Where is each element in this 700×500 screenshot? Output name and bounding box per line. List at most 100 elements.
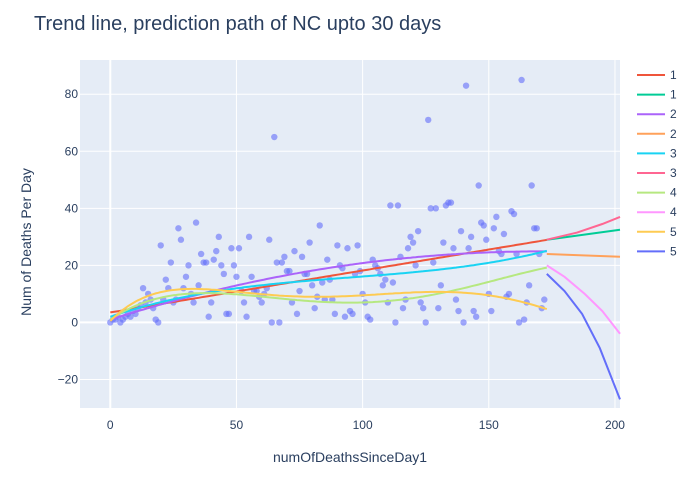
data-point (515, 319, 523, 326)
legend-label: 4 (670, 186, 677, 200)
data-point (157, 242, 164, 249)
data-point (202, 259, 210, 266)
data-point (127, 313, 134, 320)
data-point (389, 279, 397, 286)
data-point (430, 259, 437, 266)
data-point (213, 247, 220, 255)
data-point (460, 319, 467, 326)
data-point (273, 259, 281, 266)
data-point (427, 205, 434, 212)
y-tick-label: −20 (58, 372, 79, 386)
x-tick-label: 100 (353, 418, 373, 432)
y-tick-label: 20 (65, 258, 79, 272)
tick-labels: 0 50 100 150 200 −20 0 20 40 60 80 (58, 87, 626, 432)
legend-item[interactable]: 4 (637, 205, 677, 219)
data-point (392, 319, 399, 326)
data-point (525, 282, 533, 289)
data-point (220, 270, 228, 278)
data-point (233, 273, 240, 280)
legend-item[interactable]: 3 (637, 166, 677, 180)
data-point (235, 245, 243, 252)
data-point (379, 282, 387, 289)
x-tick-label: 150 (479, 418, 499, 432)
data-point (432, 205, 439, 212)
data-point (455, 307, 462, 315)
data-point (450, 245, 457, 252)
data-point (470, 307, 477, 315)
y-tick-label: 40 (65, 201, 79, 215)
legend-item[interactable]: 1 (637, 68, 677, 82)
legend-label: 3 (670, 166, 677, 180)
data-point (422, 319, 429, 326)
data-point (354, 242, 361, 249)
data-point (190, 299, 197, 306)
data-point (215, 233, 222, 241)
trend-line-4-fit (109, 266, 547, 321)
data-point (197, 250, 205, 258)
legend-item[interactable]: 5 (637, 225, 677, 239)
data-point (488, 307, 495, 315)
legend-item[interactable]: 2 (637, 127, 677, 141)
data-point (162, 276, 169, 283)
trend-line-5-pred (546, 273, 621, 400)
data-point (437, 282, 445, 289)
trend-line-3-fit (109, 249, 548, 318)
y-tick-label: 60 (65, 144, 79, 158)
data-point (475, 182, 482, 189)
data-point (490, 225, 498, 232)
y-axis-label: Num of Deaths Per Day (18, 168, 34, 316)
x-tick-label: 200 (605, 418, 625, 432)
data-point (228, 245, 235, 252)
plot-background (80, 60, 620, 408)
data-point (412, 262, 419, 269)
data-point (440, 239, 447, 246)
legend-label: 3 (670, 146, 677, 160)
legend-label: 4 (670, 205, 677, 219)
legend-label: 2 (670, 107, 677, 121)
data-point (465, 245, 472, 252)
data-point (505, 290, 513, 298)
data-point (311, 304, 318, 312)
legend-item[interactable]: 5 (637, 244, 677, 258)
data-point (319, 279, 326, 286)
legend-item[interactable]: 2 (637, 107, 677, 121)
data-point (341, 313, 349, 320)
legend-item[interactable]: 3 (637, 146, 677, 160)
data-point (331, 310, 339, 318)
data-point (500, 230, 508, 238)
data-point (182, 273, 190, 280)
data-point (240, 299, 248, 306)
data-point (225, 310, 233, 318)
legend-item[interactable]: 4 (637, 186, 677, 200)
data-point (248, 273, 255, 280)
data-point (167, 259, 175, 266)
data-point (387, 202, 394, 209)
data-point (281, 253, 288, 261)
data-point (271, 133, 278, 141)
data-point (291, 247, 298, 255)
x-axis-label: numOfDeathsSinceDay1 (273, 449, 427, 465)
trend-line-1-fit (110, 238, 547, 314)
data-point (243, 313, 250, 320)
data-point (472, 313, 480, 320)
legend-label: 1 (670, 68, 677, 82)
legend-label: 2 (670, 127, 677, 141)
data-point (447, 199, 455, 206)
trend-line-3-pred (546, 215, 621, 241)
data-point (293, 310, 301, 318)
data-point (399, 304, 407, 312)
data-point (205, 313, 212, 320)
trend-line-4-pred (546, 264, 621, 335)
x-tick-label: 0 (107, 418, 114, 432)
data-point (510, 210, 518, 218)
legend-item[interactable]: 1 (637, 88, 677, 102)
data-point (230, 262, 238, 269)
data-point (518, 76, 525, 84)
data-point (414, 227, 422, 235)
trend-line-5-fit (109, 287, 548, 322)
data-point (409, 239, 417, 246)
legend[interactable]: 1 1 2 2 3 3 4 4 5 5 (637, 68, 677, 258)
data-point (296, 287, 303, 295)
data-point (192, 219, 200, 226)
